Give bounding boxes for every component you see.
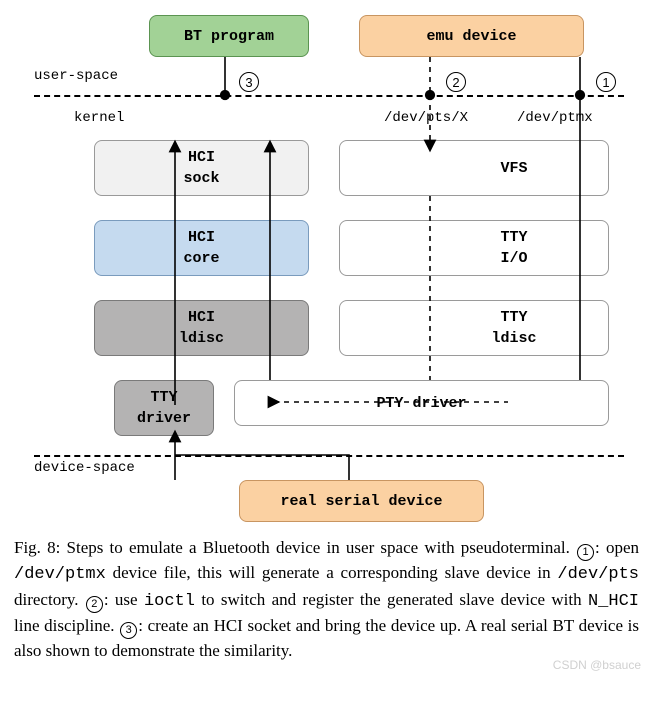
label-dev-pts: /dev/pts/X <box>384 110 468 126</box>
box-line: core <box>183 248 219 269</box>
box-line: HCI <box>188 307 215 328</box>
caption-code3: ioctl <box>144 592 195 611</box>
box-hci-ldisc: HCIldisc <box>94 300 309 356</box>
step-circle-2: 2 <box>446 72 466 92</box>
divider-user-kernel <box>34 95 624 97</box>
box-vfs: VFS <box>339 140 609 196</box>
box-hci-sock: HCIsock <box>94 140 309 196</box>
divider-kernel-device <box>34 455 624 457</box>
box-line: BT program <box>184 26 274 47</box>
inline-step-1: 1 <box>577 544 594 561</box>
box-line: HCI <box>188 227 215 248</box>
box-emu-device: emu device <box>359 15 584 57</box>
box-line: ldisc <box>179 328 224 349</box>
label-user-space: user-space <box>34 68 118 84</box>
box-tty-io: TTYI/O <box>339 220 609 276</box>
label-device-space: device-space <box>34 460 135 476</box>
caption-code4: N_HCI <box>588 592 639 611</box>
caption-t1: Steps to emulate a Bluetooth device in u… <box>60 538 576 557</box>
diagram: user-space kernel device-space /dev/pts/… <box>14 10 639 530</box>
caption-code2: /dev/pts <box>557 565 639 584</box>
caption-s1b: device file, this will generate a corres… <box>106 563 558 582</box>
label-kernel: kernel <box>74 110 124 126</box>
box-line: emu device <box>426 26 516 47</box>
box-line: VFS <box>500 158 527 179</box>
watermark: CSDN @bsauce <box>553 658 641 672</box>
box-line: TTY <box>500 227 527 248</box>
caption-s2b: to switch and register the generated sla… <box>195 590 588 609</box>
figure-caption: Fig. 8: Steps to emulate a Bluetooth dev… <box>14 536 639 664</box>
inline-step-2: 2 <box>86 596 103 613</box>
box-line: PTY driver <box>376 393 466 414</box>
box-line: TTY <box>150 387 177 408</box>
box-line: ldisc <box>491 328 536 349</box>
box-hci-core: HCIcore <box>94 220 309 276</box>
box-pty-driver: PTY driver <box>234 380 609 426</box>
box-bt-program: BT program <box>149 15 309 57</box>
box-tty-driver: TTYdriver <box>114 380 214 436</box>
label-dev-ptmx: /dev/ptmx <box>517 110 593 126</box>
caption-code1: /dev/ptmx <box>14 565 106 584</box>
caption-s2c: line discipline. <box>14 616 119 635</box>
caption-fig-label: Fig. 8: <box>14 538 60 557</box>
box-line: HCI <box>188 147 215 168</box>
box-real-serial: real serial device <box>239 480 484 522</box>
step-circle-3: 3 <box>239 72 259 92</box>
box-line: TTY <box>500 307 527 328</box>
box-tty-ldisc: TTYldisc <box>339 300 609 356</box>
box-line: driver <box>137 408 191 429</box>
caption-s1a: : open <box>595 538 639 557</box>
caption-s2a: : use <box>104 590 144 609</box>
box-line: sock <box>183 168 219 189</box>
step-circle-1: 1 <box>596 72 616 92</box>
box-line: real serial device <box>280 491 442 512</box>
box-line: I/O <box>500 248 527 269</box>
inline-step-3: 3 <box>120 622 137 639</box>
caption-s1c: directory. <box>14 590 85 609</box>
